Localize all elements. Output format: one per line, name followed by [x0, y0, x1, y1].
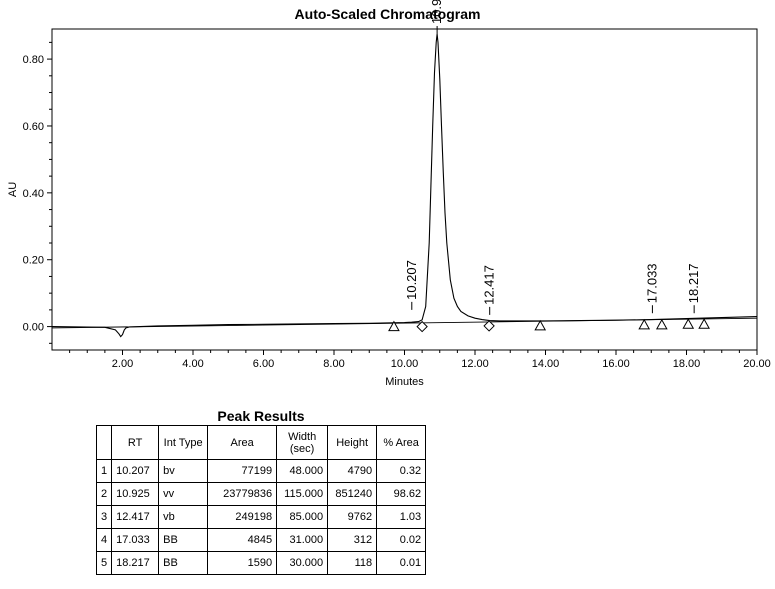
cell-width: 30.000	[276, 551, 329, 575]
x-tick-label: 20.00	[743, 358, 771, 370]
cell-height: 9762	[327, 505, 378, 529]
peak-rt-label: 17.033	[644, 263, 659, 303]
col-header-height: Height	[327, 425, 378, 460]
cell-height: 118	[327, 551, 378, 575]
x-tick-label: 2.00	[112, 358, 133, 370]
peak-rt-label: 10.207	[404, 260, 419, 300]
cell-int-type: BB	[158, 528, 209, 552]
cell-width: 85.000	[276, 505, 329, 529]
cell-pct-area: 0.32	[376, 459, 427, 483]
peak-rt-label: 12.417	[482, 265, 497, 305]
x-tick-label: 18.00	[673, 358, 701, 370]
table-header-row: RT Int Type Area Width (sec) Height % Ar…	[95, 425, 427, 460]
cell-rt: 18.217	[111, 551, 160, 575]
cell-pct-area: 1.03	[376, 505, 427, 529]
y-tick-label: 0.80	[23, 54, 44, 66]
table-row: 1 10.207 bv 77199 48.000 4790 0.32	[95, 459, 427, 483]
table-row: 5 18.217 BB 1590 30.000 118 0.01	[95, 551, 427, 575]
x-axis-label: Minutes	[385, 376, 424, 388]
baseline-triangle-marker	[682, 318, 695, 329]
x-tick-label: 6.00	[253, 358, 274, 370]
col-header-rt: RT	[111, 425, 160, 460]
baseline-triangle-marker	[534, 319, 547, 331]
cell-height: 312	[327, 528, 378, 552]
col-header-pct-area: % Area	[376, 425, 427, 460]
chromatogram-trace	[51, 33, 758, 338]
table-row: 3 12.417 vb 249198 85.000 9762 1.03	[95, 505, 427, 529]
y-tick-label: 0.20	[23, 255, 44, 267]
baseline-triangle-marker	[388, 320, 400, 332]
peak-rt-label: 18.217	[686, 263, 701, 303]
cell-index: 5	[95, 551, 113, 575]
cell-int-type: BB	[158, 551, 209, 575]
cell-pct-area: 0.02	[376, 528, 427, 552]
table-row: 2 10.925 vv 23779836 115.000 851240 98.62	[95, 482, 427, 506]
x-tick-label: 16.00	[602, 358, 630, 370]
results-table-title: Peak Results	[217, 408, 305, 424]
baseline-triangle-marker	[698, 318, 710, 329]
x-tick-label: 4.00	[182, 358, 203, 370]
peak-results-table: RT Int Type Area Width (sec) Height % Ar…	[95, 425, 427, 575]
cell-rt: 17.033	[111, 528, 160, 552]
cell-height: 851240	[327, 482, 378, 506]
baseline-diamond-marker	[416, 320, 428, 333]
cell-area: 249198	[207, 505, 278, 529]
cell-pct-area: 0.01	[376, 551, 427, 575]
col-header-index	[95, 425, 113, 460]
cell-area: 4845	[207, 528, 278, 552]
cell-width: 48.000	[276, 459, 329, 483]
cell-rt: 10.207	[111, 459, 160, 483]
cell-index: 3	[95, 505, 113, 529]
x-tick-label: 12.00	[461, 358, 489, 370]
x-tick-label: 14.00	[532, 358, 560, 370]
y-tick-label: 0.60	[23, 121, 44, 133]
col-header-int-type: Int Type	[158, 425, 209, 460]
cell-index: 2	[95, 482, 113, 506]
cell-area: 23779836	[207, 482, 278, 506]
cell-rt: 12.417	[111, 505, 160, 529]
y-axis-label: AU	[7, 182, 19, 197]
cell-area: 1590	[207, 551, 278, 575]
cell-pct-area: 98.62	[376, 482, 427, 506]
cell-index: 4	[95, 528, 113, 552]
y-tick-label: 0.00	[23, 322, 44, 334]
x-tick-label: 10.00	[391, 358, 419, 370]
cell-rt: 10.925	[111, 482, 160, 506]
peak-rt-label: 10.925	[429, 0, 444, 24]
table-row: 4 17.033 BB 4845 31.000 312 0.02	[95, 528, 427, 552]
col-header-width: Width (sec)	[276, 425, 329, 460]
baseline-triangle-marker	[638, 318, 651, 330]
chart-title: Auto-Scaled Chromatogram	[294, 6, 481, 22]
cell-int-type: vb	[158, 505, 209, 529]
col-header-area: Area	[207, 425, 278, 460]
cell-area: 77199	[207, 459, 278, 483]
x-tick-label: 8.00	[323, 358, 344, 370]
cell-width: 31.000	[276, 528, 329, 552]
cell-int-type: vv	[158, 482, 209, 506]
chromatogram-chart: 2.00 4.00 6.00 8.00 10.00 12.00 14.00 16.00 18.0…	[7, 0, 771, 388]
baseline-triangle-marker	[655, 318, 668, 330]
cell-width: 115.000	[276, 482, 329, 506]
cell-int-type: bv	[158, 459, 209, 483]
y-tick-label: 0.40	[23, 188, 44, 200]
baseline-diamond-marker	[483, 320, 495, 332]
cell-height: 4790	[327, 459, 378, 483]
cell-index: 1	[95, 459, 113, 483]
